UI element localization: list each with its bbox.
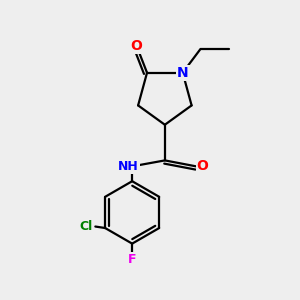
Text: Cl: Cl xyxy=(80,220,93,233)
Text: O: O xyxy=(197,159,208,173)
Text: NH: NH xyxy=(118,160,139,173)
Text: N: N xyxy=(177,66,188,80)
Text: F: F xyxy=(128,253,136,266)
Text: O: O xyxy=(131,39,142,53)
